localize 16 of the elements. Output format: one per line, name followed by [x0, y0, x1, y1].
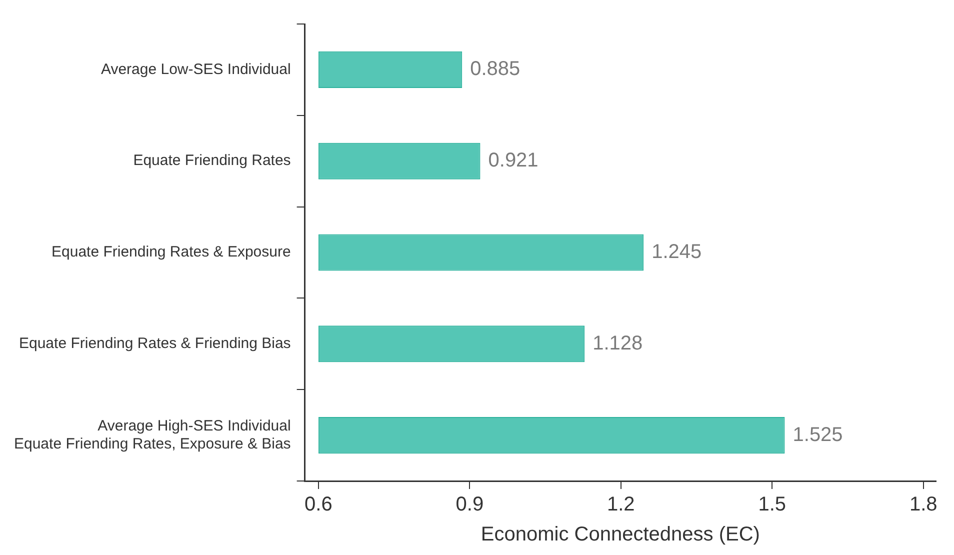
- x-tick-label: 0.6: [304, 494, 332, 516]
- data-label: 1.128: [592, 332, 643, 354]
- x-tick-label: 1.5: [758, 494, 786, 516]
- y-tick-label: Equate Friending Rates: [133, 152, 291, 170]
- data-label: 0.885: [470, 58, 520, 80]
- y-tick-label: Equate Friending Rates & Friending Bias: [18, 335, 291, 352]
- x-tick-label: 1.8: [909, 494, 938, 516]
- y-tick-label: Average Low-SES Individual: [100, 60, 291, 78]
- data-label: 0.921: [488, 150, 538, 172]
- x-tick-label: 0.9: [456, 494, 484, 516]
- y-tick-label: Average High-SES Individual Equate Friending Rates, Exposure & Bias: [14, 417, 291, 452]
- y-tick-label: Equate Friending Rates & Exposure: [52, 244, 291, 261]
- x-tick-label: 1.2: [607, 494, 635, 516]
- data-label: 1.525: [792, 424, 843, 446]
- data-label: 1.245: [652, 241, 702, 264]
- x-axis-title: Economic Connectedness (EC): [480, 524, 760, 546]
